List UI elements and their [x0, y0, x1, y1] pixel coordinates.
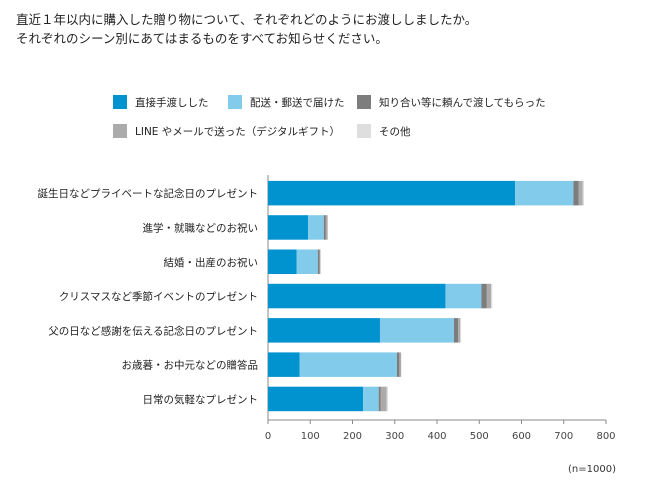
bar-segment: [582, 180, 585, 206]
x-tick-label: 500: [470, 431, 489, 442]
legend-swatch: [228, 95, 242, 109]
bar-segment: [308, 215, 324, 240]
x-tick-label: 800: [596, 431, 615, 442]
bar-segment: [363, 386, 379, 412]
bar-segment: [268, 215, 309, 240]
bar-segment: [380, 386, 387, 412]
x-tick-label: 200: [343, 431, 362, 442]
legend-swatch: [357, 95, 371, 109]
bar-segment: [573, 180, 579, 206]
legend-swatch: [113, 95, 127, 109]
legend-item-digital-gift: LINE やメールで送った（デジタルギフト）: [113, 122, 340, 140]
category-label: 結婚・出産のお祝い: [164, 256, 259, 269]
bar-segment: [296, 249, 318, 274]
category-label: 進学・就職などのお祝い: [143, 221, 259, 234]
legend-label: 直接手渡しした: [135, 96, 209, 109]
bar-segment: [481, 283, 487, 309]
legend-item-delivery: 配送・郵送で届けた: [228, 93, 345, 111]
x-tick-label: 0: [265, 431, 271, 442]
bar-segment: [486, 283, 492, 309]
category-label: 日常の気軽なプレゼント: [143, 393, 259, 406]
title-line-2: それぞれのシーン別にあてはまるものをすべてお知らせください。: [16, 31, 388, 46]
category-label: クリスマスなど季節イベントのプレゼント: [59, 290, 258, 303]
bar-segment: [323, 215, 326, 240]
legend-item-via-acquaintance: 知り合い等に頼んで渡してもらった: [357, 93, 546, 111]
bar-segment: [268, 318, 380, 343]
legend-swatch: [357, 124, 371, 138]
bar-segment: [379, 318, 454, 343]
bar-segment: [491, 283, 493, 309]
legend-swatch: [113, 124, 127, 138]
title-line-1: 直近１年以内に購入した贈り物について、それぞれどのようにお渡ししましたか。: [16, 12, 478, 27]
legend-label: 配送・郵送で届けた: [250, 96, 345, 109]
bar-segment: [268, 386, 364, 412]
bar-segment: [317, 249, 320, 274]
category-label: 誕生日などプライベートな記念日のプレゼント: [38, 187, 259, 200]
bar-segment: [445, 283, 482, 309]
x-tick-label: 300: [385, 431, 404, 442]
bar-segment: [578, 180, 583, 206]
category-label: お歳暮・お中元などの贈答品: [122, 359, 259, 372]
bar-segment: [386, 386, 388, 412]
bar-segment: [378, 386, 381, 412]
x-tick-label: 400: [427, 431, 446, 442]
bar-segment: [396, 352, 400, 377]
legend-item-direct: 直接手渡しした: [113, 93, 209, 111]
legend-item-other: その他: [357, 122, 411, 140]
legend-label: LINE やメールで送った（デジタルギフト）: [135, 125, 341, 138]
x-tick-label: 700: [554, 431, 573, 442]
chart-title: 直近１年以内に購入した贈り物について、それぞれどのようにお渡ししましたか。 それ…: [16, 10, 636, 48]
bar-segment: [319, 249, 321, 274]
bar-segment: [458, 318, 461, 343]
bar-segment: [399, 352, 402, 377]
bar-segment: [460, 318, 462, 343]
bar-segment: [268, 283, 446, 309]
bar-segment: [268, 180, 516, 206]
bar-segment: [453, 318, 459, 343]
bar-segment: [515, 180, 574, 206]
bar-segment: [325, 215, 328, 240]
bar-segment: [268, 352, 300, 377]
legend-label: その他: [379, 125, 411, 138]
legend-label: 知り合い等に頼んで渡してもらった: [379, 96, 546, 109]
bar-segment: [268, 249, 297, 274]
category-label: 父の日など感謝を伝える記念日のプレゼント: [48, 324, 258, 337]
x-tick-label: 100: [301, 431, 320, 442]
bar-segment: [299, 352, 397, 377]
sample-size-note: (n=1000): [568, 464, 616, 475]
x-tick-label: 600: [512, 431, 531, 442]
